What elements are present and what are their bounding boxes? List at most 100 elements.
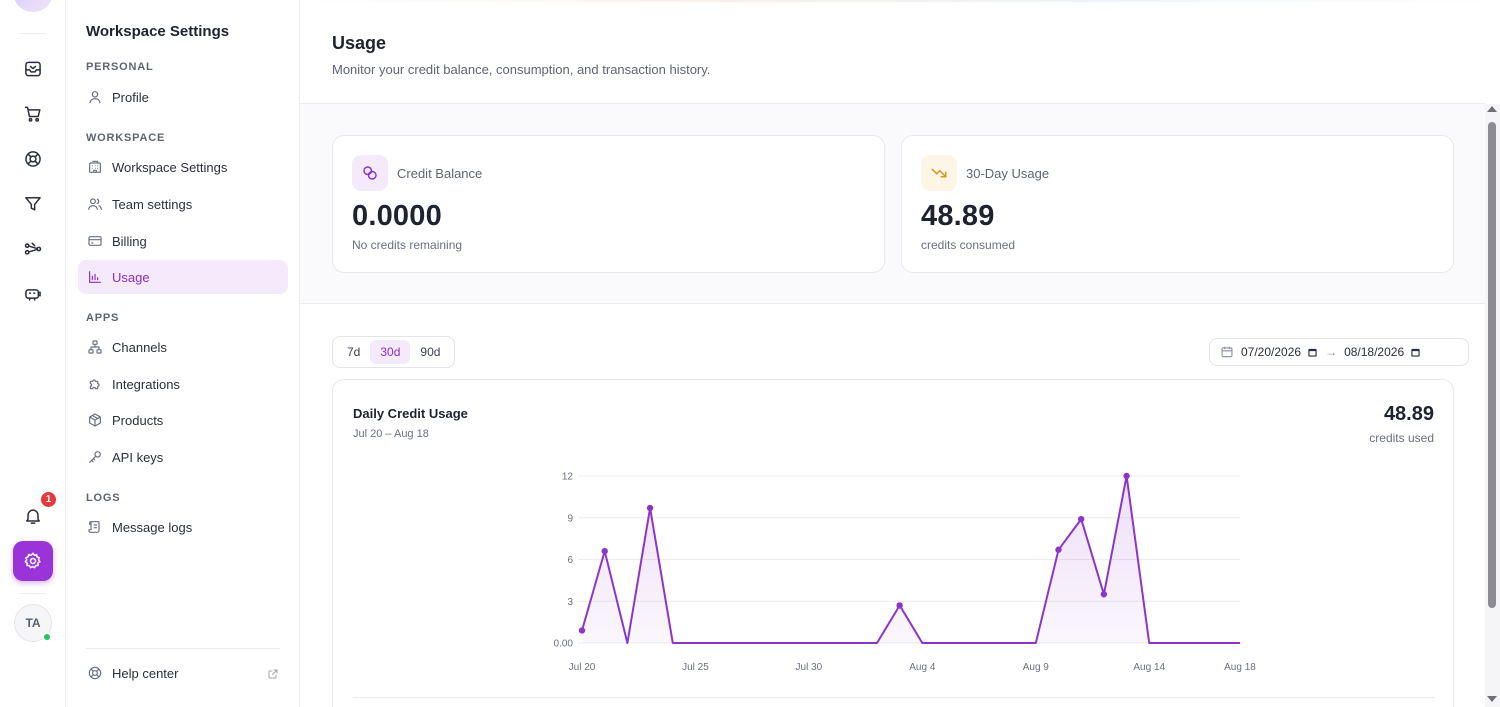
- scrollbar-thumb[interactable]: [1488, 122, 1496, 608]
- data-point: [896, 602, 903, 609]
- page-subtitle: Monitor your credit balance, consumption…: [332, 62, 711, 77]
- bot-icon[interactable]: [17, 278, 49, 310]
- chart-total-label: credits used: [1369, 431, 1434, 445]
- daily-credit-usage-card: 0.00 3 6 9 12 Jul 20 Jul 25 Jul 30 Aug 4 Aug 9 Aug…: [332, 379, 1454, 707]
- sidebar-item-label: Usage: [112, 269, 150, 285]
- sidebar-item-billing[interactable]: Billing: [78, 224, 288, 258]
- settings-button[interactable]: [13, 541, 53, 581]
- x-tick-label: Aug 18: [1224, 662, 1256, 673]
- cart-icon[interactable]: [17, 98, 49, 130]
- end-date-input[interactable]: 08/18/2026: [1344, 345, 1421, 359]
- top-accent-line: [300, 0, 1500, 2]
- thirty-day-usage-card: 30-Day Usage 48.89 credits consumed: [901, 135, 1454, 273]
- app-logo[interactable]: [14, 0, 52, 12]
- sidebar-item-label: Team settings: [112, 196, 193, 212]
- scroll-up-arrow[interactable]: [1487, 106, 1497, 112]
- sidebar-item-team-settings[interactable]: Team settings: [78, 187, 288, 221]
- sidebar-item-usage[interactable]: Usage: [78, 260, 288, 294]
- page-title: Usage: [332, 33, 387, 53]
- puzzle-icon: [89, 379, 100, 390]
- sidebar-item-api-keys[interactable]: API keys: [78, 440, 288, 474]
- data-point: [1123, 472, 1130, 480]
- chart-footer-divider: [353, 697, 1435, 698]
- range-selector: 7d 30d 90d: [332, 336, 456, 368]
- chart-subtitle: Jul 20 – Aug 18: [353, 428, 429, 440]
- usage-chart: 0.00 3 6 9 12 Jul 20 Jul 25 Jul 30 Aug 4 Aug 9 Aug…: [554, 472, 1257, 674]
- sidebar-item-help-center[interactable]: Help center: [78, 656, 288, 690]
- notifications-icon[interactable]: [17, 500, 49, 532]
- building-icon: [89, 160, 101, 173]
- sidebar-item-message-logs[interactable]: Message logs: [78, 510, 288, 544]
- credit-balance-value: 0.0000: [352, 200, 442, 232]
- online-status-dot: [42, 632, 52, 642]
- sidebar-item-label: Workspace Settings: [112, 159, 228, 175]
- sidebar-item-label: Billing: [112, 233, 147, 249]
- thirty-day-usage-value: 48.89: [921, 200, 995, 232]
- x-tick-label: Aug 4: [909, 662, 936, 673]
- y-tick-label: 6: [567, 555, 573, 566]
- end-date-value: 08/18/2026: [1344, 345, 1405, 359]
- rail-divider: [20, 593, 46, 594]
- calendar-picker-icon[interactable]: [1410, 347, 1421, 358]
- lifebuoy-icon: [88, 666, 102, 680]
- scroll-down-arrow[interactable]: [1487, 696, 1497, 702]
- filter-icon[interactable]: [17, 188, 49, 220]
- start-date-input[interactable]: 07/20/2026: [1241, 345, 1318, 359]
- users-icon: [88, 198, 102, 210]
- y-tick-label: 3: [567, 597, 573, 608]
- flow-icon[interactable]: [17, 233, 49, 265]
- date-range-picker: 07/20/2026 → 08/18/2026: [1209, 338, 1469, 366]
- x-tick-label: Jul 25: [682, 662, 709, 673]
- series-area: [582, 476, 1240, 643]
- icon-rail: 1 TA: [0, 0, 66, 707]
- card-label: 30-Day Usage: [966, 166, 1050, 181]
- user-icon: [89, 91, 101, 104]
- range-30d-button[interactable]: 30d: [370, 340, 411, 364]
- x-tick-label: Jul 30: [796, 662, 823, 673]
- rail-divider: [20, 33, 46, 34]
- box-icon: [89, 413, 101, 427]
- series-line: [581, 475, 1240, 644]
- y-tick-label: 0.00: [554, 639, 574, 650]
- start-date-value: 07/20/2026: [1241, 345, 1302, 359]
- sidebar-item-label: Integrations: [112, 376, 180, 392]
- x-tick-label: Jul 20: [569, 662, 596, 673]
- sidebar-item-integrations[interactable]: Integrations: [78, 367, 288, 401]
- sidebar-item-workspace-settings[interactable]: Workspace Settings: [78, 150, 288, 184]
- section-label-workspace: WORKSPACE: [86, 132, 166, 144]
- sidebar-item-label: Message logs: [112, 519, 193, 535]
- x-tick-label: Aug 14: [1133, 662, 1165, 673]
- data-point: [601, 547, 608, 555]
- support-icon[interactable]: [17, 143, 49, 175]
- y-tick-label: 12: [562, 472, 574, 483]
- inbox-icon[interactable]: [17, 53, 49, 85]
- settings-sidebar: Workspace Settings PERSONAL Profile WORK…: [66, 0, 300, 707]
- calendar-picker-icon[interactable]: [1307, 347, 1318, 358]
- sidebar-item-label: Profile: [112, 89, 149, 105]
- key-icon: [89, 451, 101, 463]
- network-icon: [88, 340, 102, 354]
- sidebar-divider: [86, 648, 280, 649]
- card-caption: credits consumed: [921, 238, 1016, 252]
- data-point: [1077, 515, 1085, 523]
- y-tick-label: 9: [567, 513, 573, 524]
- range-90d-button[interactable]: 90d: [420, 345, 441, 359]
- main-content: Usage Monitor your credit balance, consu…: [300, 0, 1500, 707]
- credit-card-icon: [88, 236, 102, 246]
- chart-title: Daily Credit Usage: [353, 406, 468, 421]
- data-point: [578, 627, 586, 634]
- card-label: Credit Balance: [397, 166, 483, 181]
- data-point: [1055, 546, 1062, 553]
- sidebar-item-profile[interactable]: Profile: [78, 80, 288, 114]
- range-7d-button[interactable]: 7d: [347, 345, 361, 359]
- sidebar-item-channels[interactable]: Channels: [78, 330, 288, 364]
- chart-total-value: 48.89: [1383, 403, 1434, 425]
- bar-chart-icon: [89, 271, 101, 283]
- card-caption: No credits remaining: [352, 238, 463, 252]
- sidebar-item-products[interactable]: Products: [78, 403, 288, 437]
- data-point: [1100, 591, 1108, 598]
- credit-balance-card: Credit Balance 0.0000 No credits remaini…: [332, 135, 885, 273]
- range-arrow: →: [1325, 345, 1338, 359]
- sidebar-item-label: API keys: [112, 449, 164, 465]
- sidebar-item-label: Help center: [112, 665, 179, 681]
